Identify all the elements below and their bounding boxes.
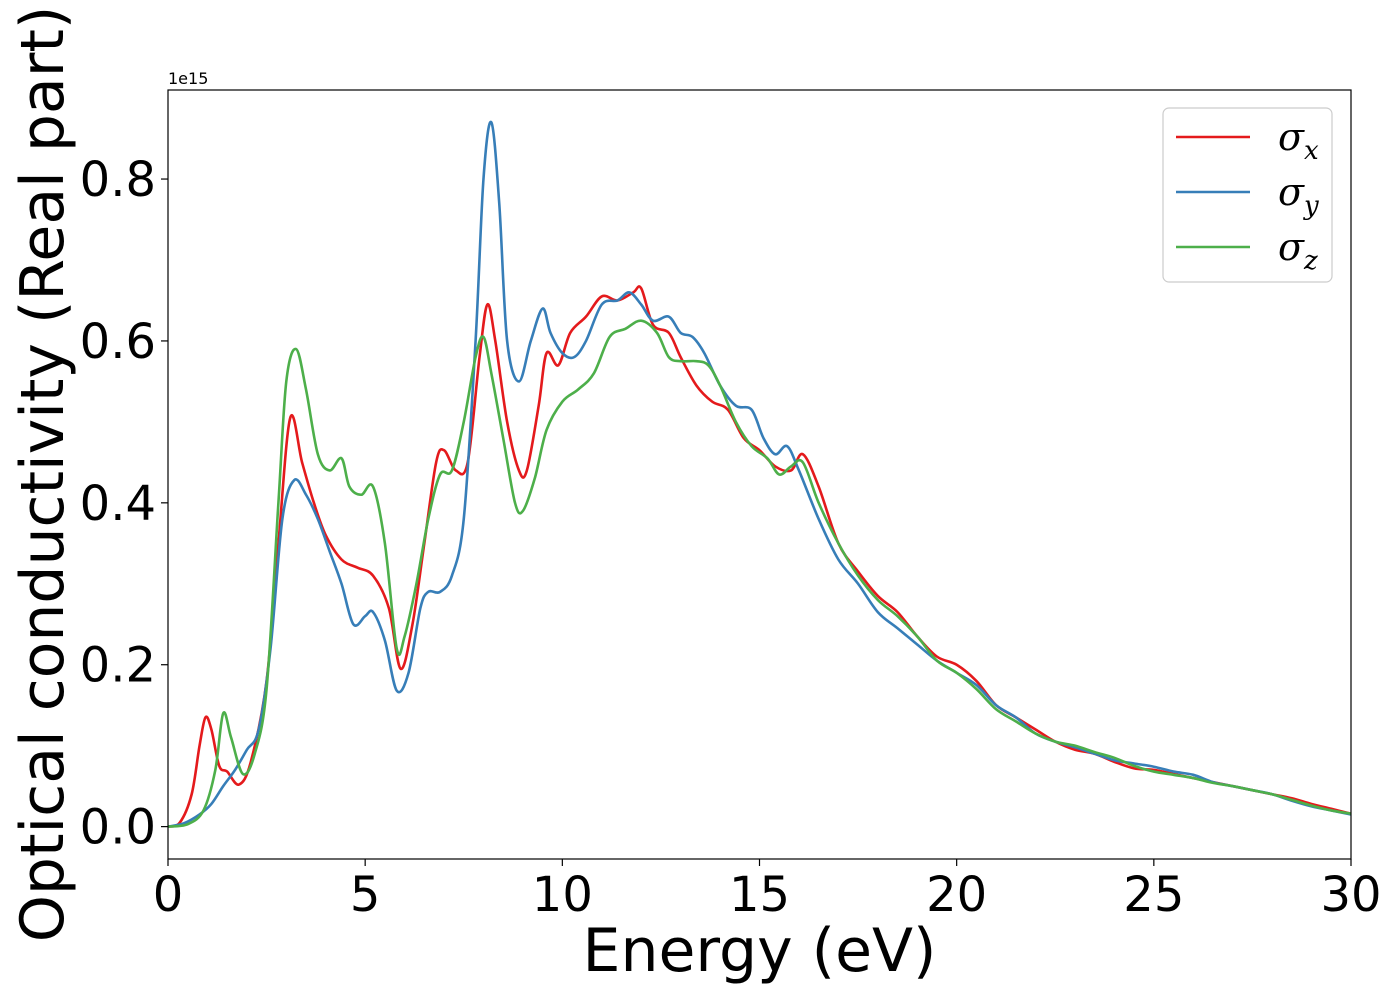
x-tick-label: 10 bbox=[532, 867, 593, 923]
y-tick-label: 0.8 bbox=[80, 152, 156, 208]
legend-label-x: σx bbox=[1278, 115, 1319, 166]
x-tick-label: 5 bbox=[350, 867, 381, 923]
x-tick-label: 20 bbox=[926, 867, 987, 923]
legend-label-y: σy bbox=[1278, 170, 1319, 221]
legend-label-z: σz bbox=[1278, 225, 1318, 276]
series-line-z bbox=[168, 319, 1351, 828]
series-layer bbox=[168, 120, 1351, 828]
y-axis-offset-text: 1e15 bbox=[168, 69, 208, 88]
y-tick-label: 0.0 bbox=[80, 800, 156, 856]
series-line-y bbox=[168, 120, 1351, 828]
x-tick-label: 0 bbox=[153, 867, 184, 923]
y-axis-ticks: 0.0 0.2 0.4 0.6 0.8 bbox=[80, 152, 168, 856]
x-tick-label: 30 bbox=[1320, 867, 1381, 923]
y-tick-label: 0.2 bbox=[80, 638, 156, 694]
x-axis-ticks: 0 5 10 15 20 25 30 bbox=[153, 859, 1382, 923]
x-tick-label: 15 bbox=[729, 867, 790, 923]
y-tick-label: 0.6 bbox=[80, 314, 156, 370]
y-axis-label: Optical conductivity (Real part) bbox=[8, 6, 78, 943]
x-tick-label: 25 bbox=[1123, 867, 1184, 923]
x-axis-label: Energy (eV) bbox=[583, 916, 937, 986]
y-tick-label: 0.4 bbox=[80, 476, 156, 532]
legend-box bbox=[1162, 107, 1333, 283]
